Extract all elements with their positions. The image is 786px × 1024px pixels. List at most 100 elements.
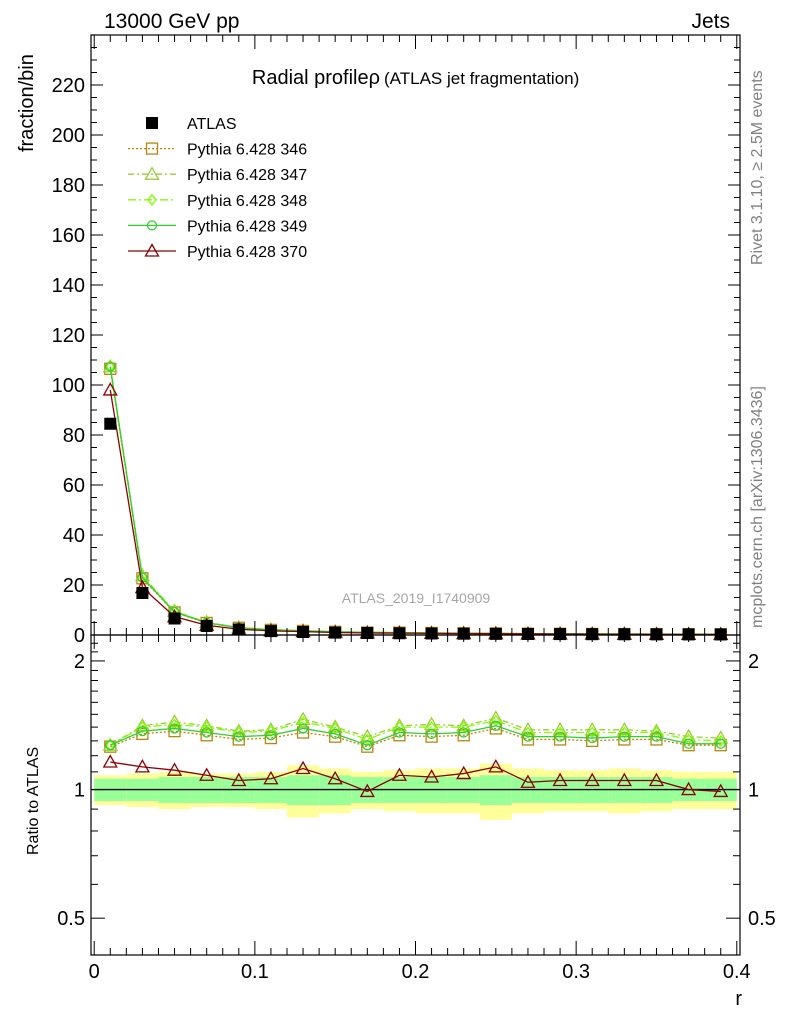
ratio-point-4 [102,754,118,768]
y-tick-label: 120 [52,325,85,347]
ratio-point-4 [327,770,343,785]
ratio-point-0 [553,733,567,746]
ratio-point-0 [521,733,535,746]
ratio-x-ticks: 0 0.1 0.2 0.3 0.4 [89,635,751,983]
ratio-point-0 [650,733,663,746]
x-tick-label: 0.2 [402,961,430,983]
y-tick-label: 140 [52,275,85,297]
ratio-point-3 [522,731,534,742]
ratio-point-4 [295,760,311,775]
ratio-point-4 [456,765,472,780]
ratio-tick-label-right: 1 [748,780,759,802]
ratio-point-1 [391,717,408,732]
ratio-point-3 [619,731,630,742]
ratio-point-4 [391,767,408,781]
header-left: 13000 GeV pp [104,10,239,33]
ratio-point-3 [362,740,373,751]
mcplots-label: mcplots.cern.ch [arXiv:1306.3436] [749,386,766,628]
ratio-point-2 [233,726,244,739]
ratio-point-1 [488,710,504,724]
x-tick-label: 0.3 [562,961,590,983]
ratio-point-0 [329,730,342,743]
ratio-point-4 [584,772,600,787]
ratio-point-1 [456,717,472,732]
ratio-point-1 [616,721,632,736]
ratio-point-2 [266,725,276,738]
y-tick-label: 160 [52,225,85,247]
ratio-tick-label: 1 [74,780,85,802]
ratio-point-4 [552,772,568,787]
ratio-panel: 0.5 0.51 12 2 0 0.1 0.2 0.3 0.4 Ratio to ATLAS … [25,634,776,1010]
ratio-point-2 [555,726,565,739]
ratio-point-3 [297,723,309,734]
ratio-point-4 [423,769,440,783]
ratio-point-1 [552,721,568,736]
ratio-point-4 [713,783,729,798]
legend-marker-3 [147,193,157,206]
main-y-ticks: 0 20 40 60 80 100 120 140 160 180 200 220 [52,47,740,647]
ratio-point-0 [232,733,245,746]
chart-subtitle: (ATLAS jet fragmentation) [384,69,579,88]
y-tick-label: 40 [63,525,85,547]
y-tick-label: 180 [52,175,85,197]
ratio-point-0 [457,729,470,742]
ratio-point-1 [680,728,697,743]
ratio-tick-label-right: 2 [748,651,759,673]
ratio-point-3 [233,731,244,742]
ratio-tick-label: 0.5 [57,908,85,930]
legend-marker-2 [144,166,160,180]
ratio-point-4 [488,759,504,773]
ratio-point-1 [584,721,600,736]
y-axis-label: fraction/bin [16,54,38,152]
ratio-point-2 [683,733,694,746]
x-tick-label: 0.1 [241,961,269,983]
ratio-point-4 [134,759,151,773]
ratio-point-1 [713,730,729,744]
y-tick-label: 60 [63,475,85,497]
analysis-label: ATLAS_2019_I1740909 [342,590,491,606]
ratio-point-4 [231,772,247,787]
ratio-point-0 [200,729,213,742]
ratio-point-3 [137,725,148,737]
ratio-point-3 [651,731,662,742]
ratio-point-3 [394,727,405,738]
ratio-point-1 [359,728,375,743]
ratio-point-3 [490,720,501,731]
y-tick-label: 220 [52,75,85,97]
series-point-4 [102,382,118,396]
x-tick-label: 0.4 [723,961,751,983]
x-axis-label: r [735,988,742,1010]
data-point [104,417,117,430]
ratio-point-2 [619,726,630,739]
ratio-point-1 [327,719,343,733]
y-tick-label: 80 [63,425,85,447]
legend-label-1: Pythia 6.428 346 [187,142,307,159]
ratio-point-2 [426,721,437,734]
ratio-point-0 [618,733,631,746]
ratio-point-3 [587,732,598,744]
ratio-point-4 [359,783,375,798]
ratio-point-3 [330,728,341,740]
ratio-point-2 [298,715,308,728]
ratio-point-4 [199,767,215,781]
ratio-point-2 [169,718,180,731]
legend-label-0: ATLAS [187,116,237,133]
ratio-point-3 [265,730,277,741]
main-panel: 0 20 40 60 80 100 120 140 160 180 200 220 Radial pr… [16,34,741,647]
ratio-point-2 [651,726,662,739]
legend-marker-4 [146,220,158,231]
ratio-plot-area [91,710,740,820]
ratio-point-3 [683,738,694,749]
ratio-point-3 [105,740,116,751]
ratio-tick-label: 2 [74,651,85,673]
ratio-point-1 [520,721,536,736]
legend-marker-0 [146,117,158,129]
y-tick-label: 100 [52,375,85,397]
data-point [136,587,149,599]
y-tick-label: 0 [74,625,85,647]
ratio-point-1 [199,717,215,732]
ratio-point-3 [458,727,469,738]
ratio-tick-label-right: 0.5 [748,908,776,930]
ratio-line-3 [110,725,721,746]
